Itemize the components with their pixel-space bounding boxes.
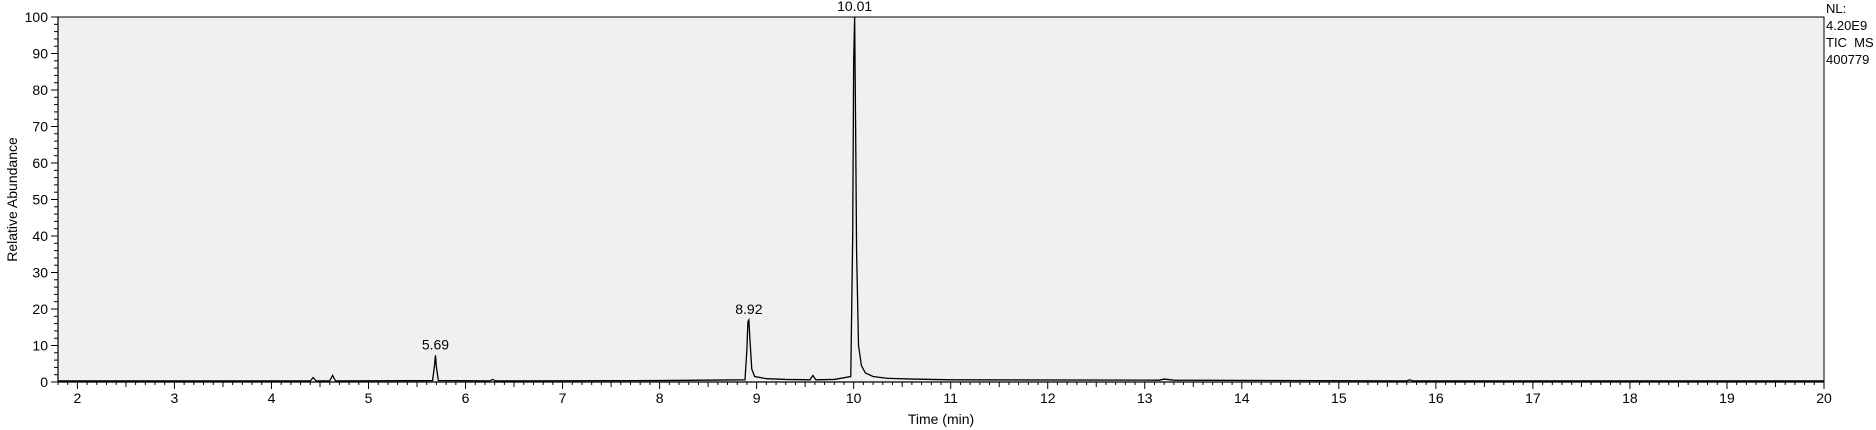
x-tick-label: 14: [1234, 390, 1250, 406]
y-tick-label: 90: [32, 46, 48, 62]
x-tick-label: 16: [1428, 390, 1444, 406]
plot-area: [57, 16, 1825, 383]
y-tick-label: 20: [32, 301, 48, 317]
sample-id: 400779: [1826, 52, 1870, 67]
y-tick-label: 30: [32, 265, 48, 281]
tic-trace: [58, 16, 1824, 382]
nl-value: 4.20E9: [1826, 18, 1868, 33]
x-tick-label: 9: [753, 390, 761, 406]
y-tick-label: 10: [32, 338, 48, 354]
x-tick-label: 5: [365, 390, 373, 406]
x-tick-label: 8: [656, 390, 664, 406]
info-block: NL: 4.20E9 TIC MS 400779: [1826, 0, 1874, 68]
x-tick-label: 2: [74, 390, 82, 406]
x-tick-label: 3: [171, 390, 179, 406]
y-tick-label: 40: [32, 228, 48, 244]
y-axis-title: Relative Abundance: [4, 137, 20, 262]
peak-label: 8.92: [735, 301, 762, 317]
y-tick-label: 50: [32, 192, 48, 208]
y-tick-label: 100: [25, 9, 49, 25]
x-tick-label: 20: [1816, 390, 1832, 406]
scan-type: TIC MS: [1826, 35, 1874, 50]
x-tick-label: 19: [1719, 390, 1735, 406]
y-tick-label: 70: [32, 119, 48, 135]
peak-labels: 5.69 8.92 10.01: [422, 0, 873, 352]
x-tick-label: 17: [1525, 390, 1541, 406]
x-tick-label: 7: [559, 390, 567, 406]
x-tick-label: 11: [943, 390, 958, 406]
x-axis-title: Time (min): [908, 411, 974, 427]
y-tick-label: 80: [32, 82, 48, 98]
peak-label: 10.01: [837, 0, 872, 14]
x-tick-label: 12: [1040, 390, 1056, 406]
x-tick-label: 13: [1137, 390, 1153, 406]
x-tick-label: 6: [462, 390, 470, 406]
y-tick-label: 60: [32, 155, 48, 171]
nl-label: NL:: [1826, 1, 1847, 16]
ticks: 2 3 4 5 6 7 8 9 10 11 12 13 14 15 16 17 18 19 20 0 10 20 30 40 5…: [25, 9, 1832, 406]
x-tick-label: 10: [846, 390, 862, 406]
x-tick-label: 18: [1622, 390, 1638, 406]
y-tick-label: 0: [40, 374, 48, 390]
peak-label: 5.69: [422, 336, 449, 352]
x-tick-label: 4: [268, 390, 276, 406]
x-tick-label: 15: [1331, 390, 1347, 406]
